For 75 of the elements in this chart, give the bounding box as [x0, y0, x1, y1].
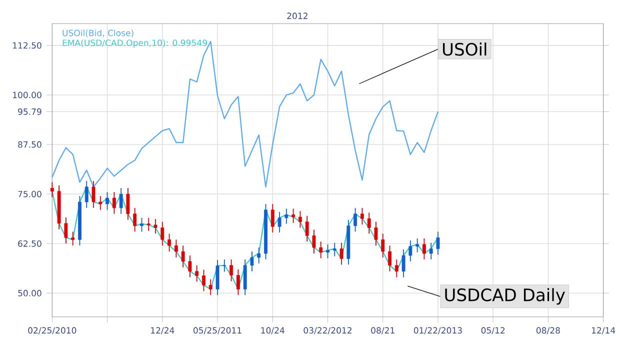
candlestick [188, 254, 192, 278]
candlestick [119, 187, 123, 214]
candlestick [181, 244, 185, 268]
candlestick [174, 238, 178, 258]
y-tick-label: 100.00 [13, 92, 42, 98]
candlestick [422, 238, 426, 260]
candlestick [319, 240, 323, 258]
candlestick [133, 207, 137, 232]
candlestick [429, 242, 433, 260]
candlestick [92, 180, 96, 208]
candlestick [340, 242, 344, 265]
annotation: USDCAD Daily [445, 288, 565, 304]
text: 2012 [287, 12, 308, 19]
candlestick [408, 240, 412, 262]
candlestick [50, 181, 54, 198]
candlestick [195, 264, 199, 282]
candlestick [298, 210, 302, 228]
candlestick [292, 208, 296, 224]
candlestick [140, 217, 144, 232]
x-tick-label: 03/22/2012 [304, 326, 352, 334]
candlestick [257, 246, 261, 264]
candlestick [416, 238, 420, 253]
x-tick-label: 01/22/2013 [414, 326, 462, 334]
candlestick [64, 216, 68, 244]
candlestick [394, 258, 398, 278]
y-tick-label: 62.50 [18, 240, 42, 247]
candlestick [354, 207, 358, 232]
candlestick [250, 250, 254, 272]
candlestick [160, 221, 164, 246]
x-tick-label: 08/28 [536, 326, 560, 334]
candlestick [230, 258, 234, 282]
candlestick [312, 229, 316, 254]
text: EMA(USD/CAD.Open,10): 0.99549 [62, 39, 207, 48]
candlestick [202, 269, 206, 292]
y-tick-label: 50.00 [18, 290, 42, 296]
candlestick [71, 231, 75, 246]
candlestick [305, 215, 309, 242]
candlestick [332, 242, 336, 256]
y-tick-label: 112.50 [13, 42, 42, 48]
x-tick-label: 05/25/2011 [193, 326, 242, 334]
x-tick-label: 02/25/2010 [28, 326, 76, 334]
candlestick [216, 259, 220, 296]
candlestick [270, 203, 274, 233]
x-tick-label: 05/12 [481, 326, 505, 334]
candlestick [168, 232, 172, 252]
candlestick [146, 217, 150, 232]
candlestick [126, 187, 130, 220]
candlestick [360, 207, 364, 225]
text: USOil(Bid, Close) [62, 29, 134, 37]
x-tick-label: 10/24 [261, 326, 284, 334]
candlestick [388, 244, 392, 272]
annotation: USOil [443, 42, 486, 56]
candlestick [106, 191, 110, 210]
candlestick [326, 244, 330, 258]
candlestick [381, 232, 385, 258]
candlestick [436, 231, 440, 255]
y-tick-label: 87.50 [18, 141, 42, 148]
candlestick [284, 208, 288, 224]
candlestick [374, 221, 378, 246]
candlestick [402, 248, 406, 278]
candlestick [84, 180, 88, 208]
y-tick-label: 95.79 [18, 108, 42, 115]
candlestick [112, 191, 116, 214]
x-tick-label: 08/21 [371, 326, 394, 334]
y-tick-label: 75.00 [18, 190, 42, 198]
candlestick [208, 278, 212, 296]
candlestick [154, 218, 158, 234]
candlestick [243, 258, 247, 296]
candlestick [367, 212, 371, 234]
x-tick-label: 12/14 [592, 326, 616, 334]
candlestick [98, 195, 102, 210]
candlestick [236, 268, 240, 296]
x-tick-label: 12/24 [151, 326, 174, 334]
candlestick [278, 211, 282, 233]
candlestick [222, 258, 226, 272]
